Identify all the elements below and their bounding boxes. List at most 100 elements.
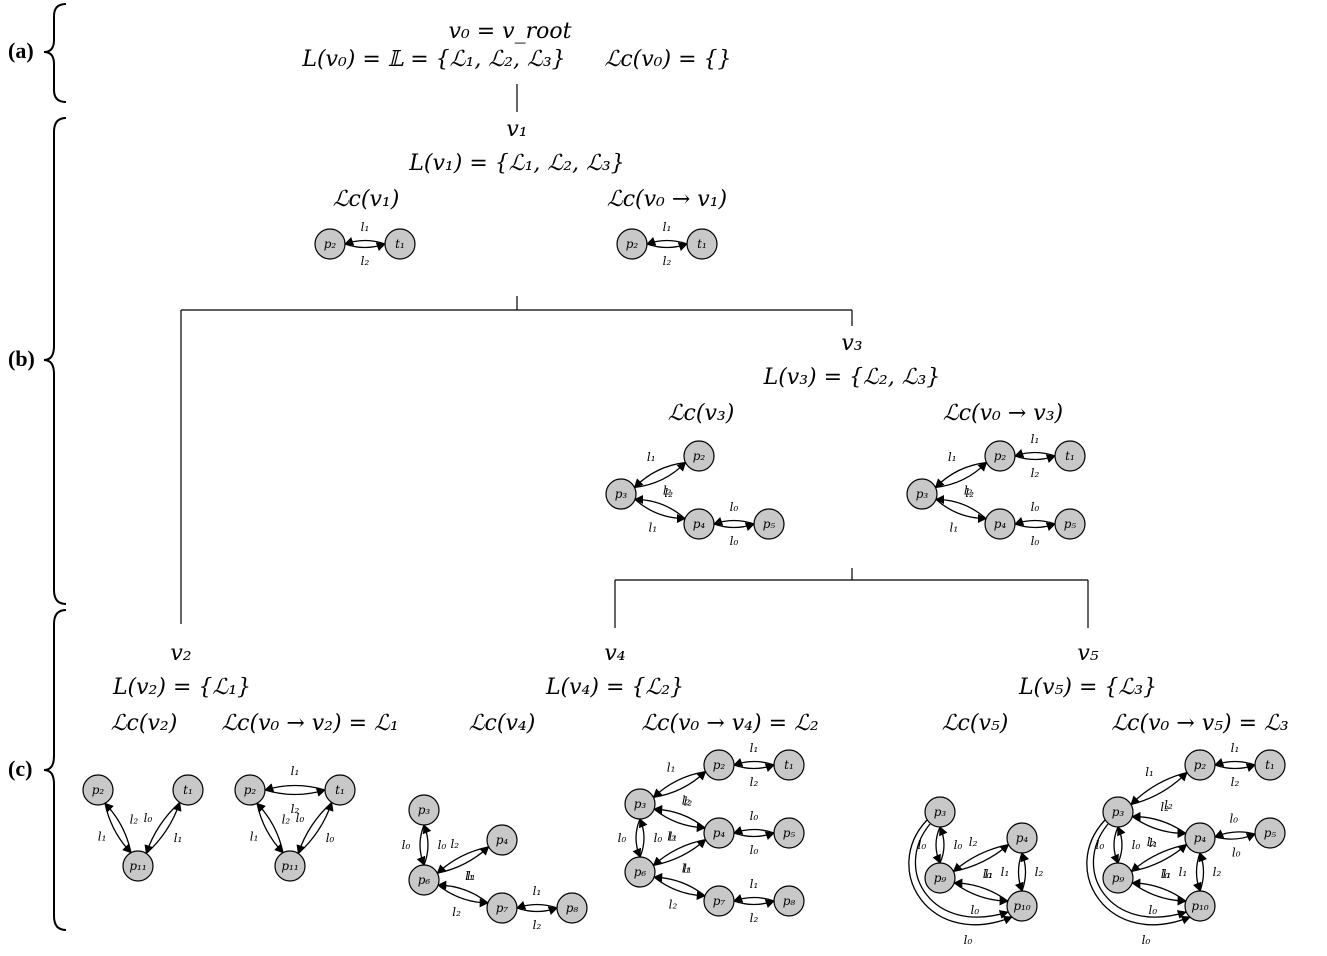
graph-edge <box>733 831 775 840</box>
graph-edge <box>953 878 1009 902</box>
graph-node-label-p4: p₄ <box>713 826 726 840</box>
v5-path-constraint: ℒc(v₀ → v₅) = ℒ₃ <box>1111 711 1288 736</box>
graph-edge <box>1014 522 1056 531</box>
graph-node-label-p6: p₆ <box>418 873 431 887</box>
graph-edge <box>653 771 707 799</box>
edge-label-l0: l₀ <box>1232 845 1241 859</box>
graph-edge <box>634 461 687 489</box>
graph-node-label-p4: p₄ <box>994 517 1007 531</box>
graph-edge <box>344 242 386 251</box>
edge-label-l2: l₂ <box>452 905 461 919</box>
edge-label-l2: l₂ <box>684 795 693 809</box>
edge-label-l2: l₂ <box>965 486 974 500</box>
graph-node-t1 <box>384 228 416 260</box>
edge-label-l2: l₂ <box>969 835 978 849</box>
graph-edge <box>516 901 558 910</box>
edge-label-l0: l₀ <box>964 933 973 947</box>
graph-node-label-p2: p₂ <box>713 758 726 772</box>
graph-edge <box>646 237 688 246</box>
edge-label-l2: l₂ <box>1231 775 1240 789</box>
v1-label-set: L(v₁) = {ℒ₁, ℒ₂, ℒ₃} <box>408 151 624 176</box>
tree-node-v3: v₃ L(v₃) = {ℒ₂, ℒ₃} ℒc(v₃) ℒc(v₀ → v₃) <box>668 331 1063 426</box>
section-b: (b) <box>8 117 67 605</box>
brace-c <box>43 609 67 931</box>
graph-node-label-t1: t₁ <box>697 237 707 251</box>
graph-edge <box>344 237 386 246</box>
graph-edge <box>733 826 775 835</box>
v5-label-set: L(v₅) = {ℒ₃} <box>1018 675 1157 700</box>
edge-label-l2: l₂ <box>1031 466 1040 480</box>
graph-edge <box>634 494 686 520</box>
edge-label-l1: l₁ <box>1231 741 1240 755</box>
edge-label-l0: l₀ <box>618 831 627 845</box>
edge-label-l1: l₁ <box>465 869 474 883</box>
graph-edge <box>653 876 706 901</box>
graph-node-p2 <box>314 228 346 260</box>
graph-node-t1 <box>1254 749 1286 781</box>
edge-label-l1: l₁ <box>948 450 957 464</box>
edge-label-l0: l₀ <box>954 838 963 852</box>
edge-label-l1: l₁ <box>949 521 958 535</box>
graph-edge <box>1117 826 1126 864</box>
edge-label-l1: l₁ <box>98 829 107 843</box>
brace-a <box>43 3 67 103</box>
graph-node-p2 <box>616 228 648 260</box>
graph-edge <box>733 763 775 772</box>
edge-label-l1: l₁ <box>669 829 678 843</box>
graph-node-p2 <box>1184 749 1216 781</box>
graph-edge <box>1131 882 1187 906</box>
graph-node-label-t1: t₁ <box>784 758 794 772</box>
graph-node-p7 <box>703 885 735 917</box>
edge-label-l2: l₂ <box>1035 865 1044 879</box>
edge-label-l0: l₀ <box>1149 903 1158 917</box>
graph-node-p3 <box>924 796 956 828</box>
edge-label-l1: l₁ <box>250 829 259 843</box>
edge-label-l0: l₀ <box>1142 933 1151 947</box>
edge-label-l2: l₂ <box>533 918 542 932</box>
edge-label-l0: l₀ <box>1031 500 1040 514</box>
edge-label-l2: l₂ <box>667 829 676 843</box>
graph-edge <box>1214 758 1256 767</box>
graph-node-label-p3: p₃ <box>634 797 647 811</box>
graph-node-label-p8: p₈ <box>783 894 796 908</box>
graph-edge <box>104 803 132 854</box>
graph-node-p2 <box>984 440 1016 472</box>
graph-edge <box>1131 811 1187 834</box>
graph-node-p10 <box>1006 890 1038 922</box>
tree-lines <box>180 84 1089 628</box>
graph-edge <box>653 872 706 897</box>
edge-label-l2: l₂ <box>750 911 759 925</box>
graph-edge <box>652 770 706 798</box>
edge-label-l0: l₀ <box>730 500 739 514</box>
graph-node-p3 <box>408 794 440 826</box>
graph-node-label-p11: p₁₁ <box>281 859 298 873</box>
graph-node-t1 <box>686 228 718 260</box>
edge-label-l0: l₀ <box>1161 867 1170 881</box>
graph-node-label-p9: p₉ <box>1112 871 1125 885</box>
graph-node-label-t1: t₁ <box>1065 449 1075 463</box>
v3-name: v₃ <box>841 331 862 356</box>
v3-label-set: L(v₃) = {ℒ₂, ℒ₃} <box>763 365 941 390</box>
edge-label-l0: l₀ <box>326 831 335 845</box>
graph-node-label-p3: p₃ <box>916 487 929 501</box>
graph-edge <box>1130 771 1188 806</box>
graph-node-p2 <box>683 440 715 472</box>
v2-name: v₂ <box>170 641 191 666</box>
edge-label-l0: l₀ <box>402 838 411 852</box>
graph-edge <box>733 899 775 908</box>
edge-label-l0: l₀ <box>654 831 663 845</box>
brace-b <box>43 117 67 605</box>
edge-label-l1: l₁ <box>174 831 183 845</box>
graph-edge <box>1020 852 1030 892</box>
graph-node-p4 <box>1184 822 1216 854</box>
graph-node-p9 <box>924 862 956 894</box>
graph-node-p11 <box>122 850 154 882</box>
v4-path-constraint: ℒc(v₀ → v₄) = ℒ₂ <box>641 711 818 736</box>
graph-node-label-t1: t₁ <box>183 783 193 797</box>
edge-label-l2: l₂ <box>450 837 459 851</box>
graph-node-label-p10: p₁₀ <box>1013 899 1030 913</box>
edge-label-l1: l₁ <box>647 450 656 464</box>
graph-node-label-p7: p₇ <box>713 894 726 908</box>
